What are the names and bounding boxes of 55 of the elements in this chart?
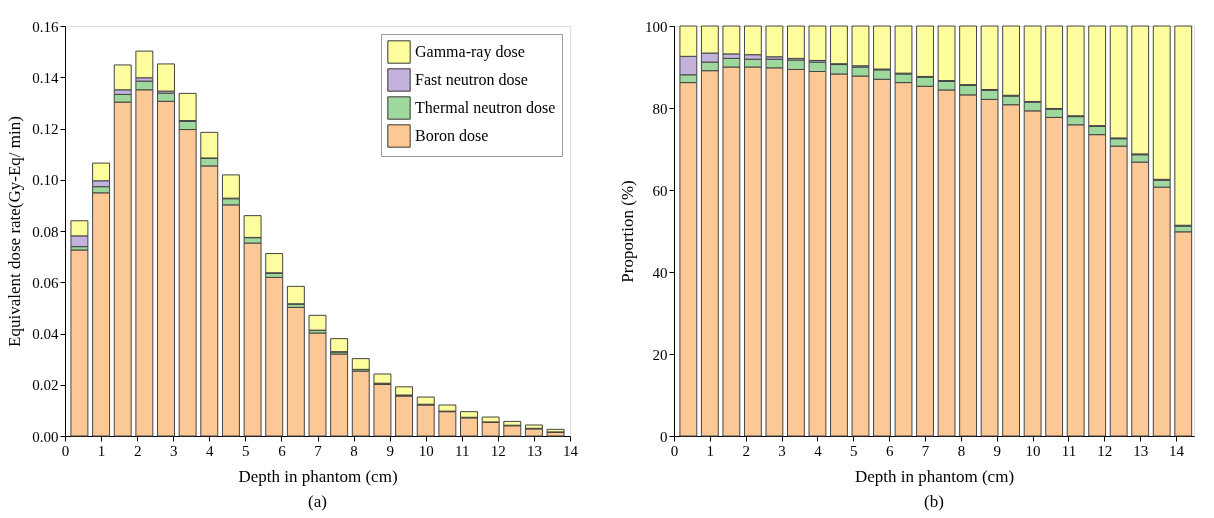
legend-label: Fast neutron dose [415, 71, 528, 88]
x-tick-label: 9 [386, 442, 394, 459]
x-tick-label: 1 [706, 442, 715, 459]
x-tick-label: 4 [814, 442, 823, 459]
legend-label: Gamma-ray dose [415, 43, 525, 61]
y-tick-label: 0.14 [32, 69, 59, 86]
x-tick-label: 8 [957, 442, 966, 459]
y-axis-title: Proportion (%) [618, 180, 637, 283]
y-tick-label: 0.02 [32, 377, 59, 394]
x-tick-label: 2 [133, 442, 142, 459]
legend-label: Thermal neutron dose [415, 99, 556, 116]
x-tick-label: 13 [1133, 442, 1149, 459]
x-tick-label: 4 [206, 442, 215, 459]
x-tick-label: 7 [921, 442, 930, 459]
y-tick-label: 0 [660, 428, 668, 445]
y-tick-label: 20 [652, 346, 668, 363]
y-tick-label: 80 [652, 100, 668, 117]
x-tick-label: 11 [1061, 442, 1077, 459]
text: (a) [308, 492, 327, 511]
y-tick-label: 0.08 [32, 223, 59, 240]
x-tick-label: 3 [778, 442, 786, 459]
x-tick-label: 13 [526, 442, 542, 459]
x-tick-label: 12 [1097, 442, 1113, 459]
y-tick-label: 0.00 [32, 428, 59, 445]
x-tick-label: 9 [993, 442, 1002, 459]
x-tick-label: 14 [563, 442, 579, 459]
x-axis-title: Depth in phantom (cm) [238, 466, 398, 486]
y-tick-label: 0.16 [32, 18, 59, 35]
y-tick-label: 0.10 [32, 172, 59, 189]
y-tick-label: 100 [645, 18, 668, 35]
text: (b) [924, 492, 944, 511]
x-tick-label: 2 [742, 442, 750, 459]
legend-label: Boron dose [415, 127, 489, 144]
y-tick-label: 60 [652, 182, 668, 199]
y-tick-label: 0.06 [32, 274, 59, 291]
y-tick-label: 0.04 [32, 326, 59, 342]
x-tick-label: 8 [350, 442, 358, 459]
x-tick-label: 0 [61, 442, 70, 459]
y-axis-title: Equivalent dose rate(Gy-Eq/ min) [5, 116, 25, 347]
x-tick-label: 10 [418, 442, 434, 459]
x-axis-title: Depth in phantom (cm) [854, 466, 1015, 486]
x-tick-label: 11 [455, 442, 470, 459]
x-tick-label: 5 [850, 442, 858, 459]
y-tick-label: 0.12 [32, 121, 59, 137]
x-tick-label: 6 [278, 442, 287, 459]
x-tick-label: 0 [670, 442, 679, 459]
x-tick-label: 7 [314, 442, 323, 459]
x-tick-label: 1 [97, 442, 106, 459]
x-tick-label: 6 [885, 442, 894, 459]
x-tick-label: 3 [169, 442, 178, 459]
x-tick-label: 10 [1025, 442, 1041, 459]
x-tick-label: 12 [490, 442, 506, 459]
x-tick-label: 5 [242, 442, 250, 459]
x-tick-label: 14 [1169, 442, 1185, 459]
y-tick-label: 40 [652, 264, 668, 281]
